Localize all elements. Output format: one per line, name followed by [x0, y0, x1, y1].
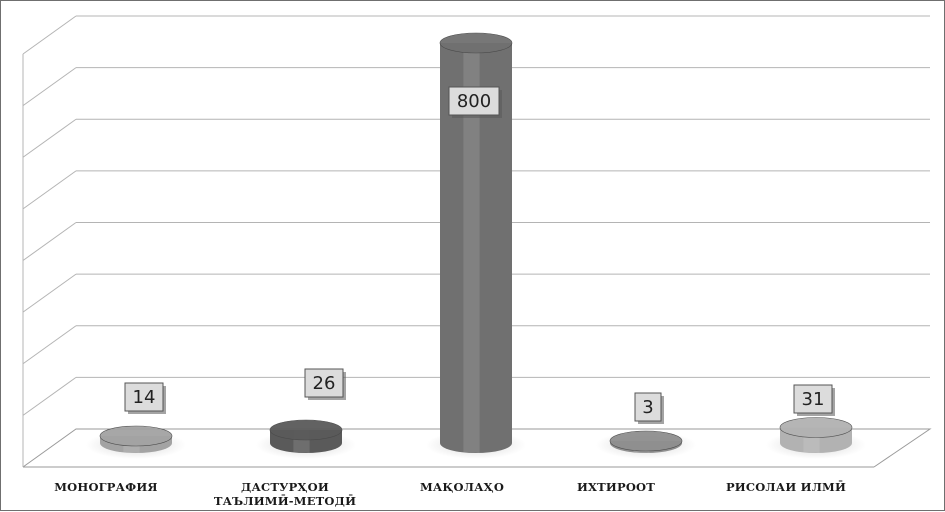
gridline-side — [22, 118, 77, 158]
bar-top — [439, 32, 513, 54]
category-label-risolai-ilmi: РИСОЛАИ ИЛМӢ — [725, 480, 847, 494]
data-label-box — [124, 382, 164, 412]
data-label-text: 31 — [802, 389, 825, 410]
gridline-side — [22, 67, 77, 107]
bars — [86, 32, 866, 459]
data-label: 800 — [448, 86, 502, 118]
data-label-text: 26 — [313, 373, 336, 394]
bar — [256, 419, 356, 459]
bar — [766, 417, 866, 459]
gridline-side — [22, 325, 77, 365]
bar-top — [609, 430, 683, 452]
data-label-box — [304, 368, 344, 398]
data-label: 31 — [793, 384, 835, 416]
gridline-side — [22, 273, 77, 313]
category-label-dasturhoi: ДАСТУРҲОИ ТАЪЛИМӢ-МЕТОДӢ — [213, 480, 357, 508]
data-label-text: 14 — [133, 387, 156, 408]
bar-top — [269, 419, 343, 441]
gridline-side — [22, 15, 77, 55]
bar-highlight — [463, 43, 480, 453]
data-label-box — [634, 392, 662, 422]
bar-body — [440, 43, 512, 453]
data-label-box — [793, 384, 833, 414]
data-labels: 14 26 800 3 31 — [124, 86, 835, 424]
bar — [426, 32, 526, 459]
bar-top — [99, 425, 173, 447]
gridline-side — [22, 222, 77, 261]
category-label-monografiya: МОНОГРАФИЯ — [54, 480, 158, 494]
category-label-ikhtiroot: ИХТИРООТ — [576, 480, 656, 494]
bar — [596, 430, 696, 459]
bar-top — [779, 417, 853, 438]
data-label-text: 800 — [457, 91, 491, 112]
data-label-text: 3 — [642, 397, 653, 418]
bar — [86, 425, 186, 459]
data-label: 14 — [124, 382, 166, 414]
gridline-side — [22, 170, 77, 210]
data-label: 26 — [304, 368, 346, 400]
gridline-side — [22, 376, 77, 416]
data-label: 3 — [634, 392, 664, 424]
category-label-maqolaho: МАҚОЛАҲО — [419, 480, 505, 494]
data-label-box — [448, 86, 500, 116]
